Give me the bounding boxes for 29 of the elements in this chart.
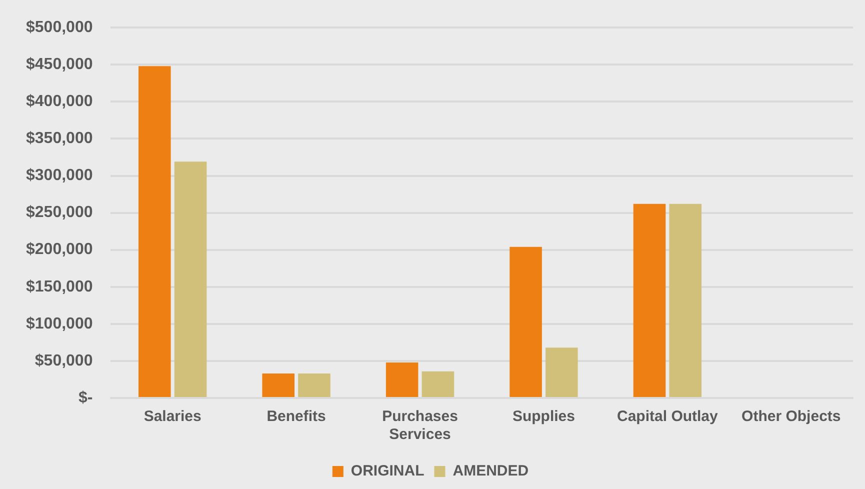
legend-label: ORIGINAL <box>350 462 424 480</box>
x-tick-label: Capital Outlay <box>617 408 719 426</box>
bar <box>298 374 330 397</box>
x-tick-label: Other Objects <box>742 408 841 426</box>
y-tick-label: $500,000 <box>26 19 93 36</box>
y-tick-label: $300,000 <box>26 167 93 184</box>
bar <box>633 204 666 397</box>
legend-label: AMENDED <box>452 462 529 480</box>
bar <box>386 362 418 397</box>
y-tick-label: $150,000 <box>26 278 93 296</box>
bar <box>138 66 171 397</box>
x-tick-label: Benefits <box>266 408 326 426</box>
y-tick-label: $- <box>78 389 93 406</box>
bar <box>546 348 578 397</box>
bar <box>510 246 542 397</box>
x-tick-label: Purchases Services <box>382 408 458 444</box>
y-tick-label: $100,000 <box>26 315 93 332</box>
y-tick-label: $50,000 <box>34 352 93 370</box>
x-tick-label: Supplies <box>512 408 575 426</box>
y-tick-label: $350,000 <box>26 130 93 148</box>
y-tick-label: $200,000 <box>26 241 93 258</box>
bar <box>422 371 454 397</box>
y-tick-label: $400,000 <box>26 93 93 110</box>
bar <box>174 162 207 397</box>
x-tick-label: Salaries <box>144 408 202 426</box>
bar <box>669 204 702 397</box>
y-tick-label: $450,000 <box>26 56 93 74</box>
bar <box>262 374 295 397</box>
y-tick-label: $250,000 <box>26 204 93 222</box>
